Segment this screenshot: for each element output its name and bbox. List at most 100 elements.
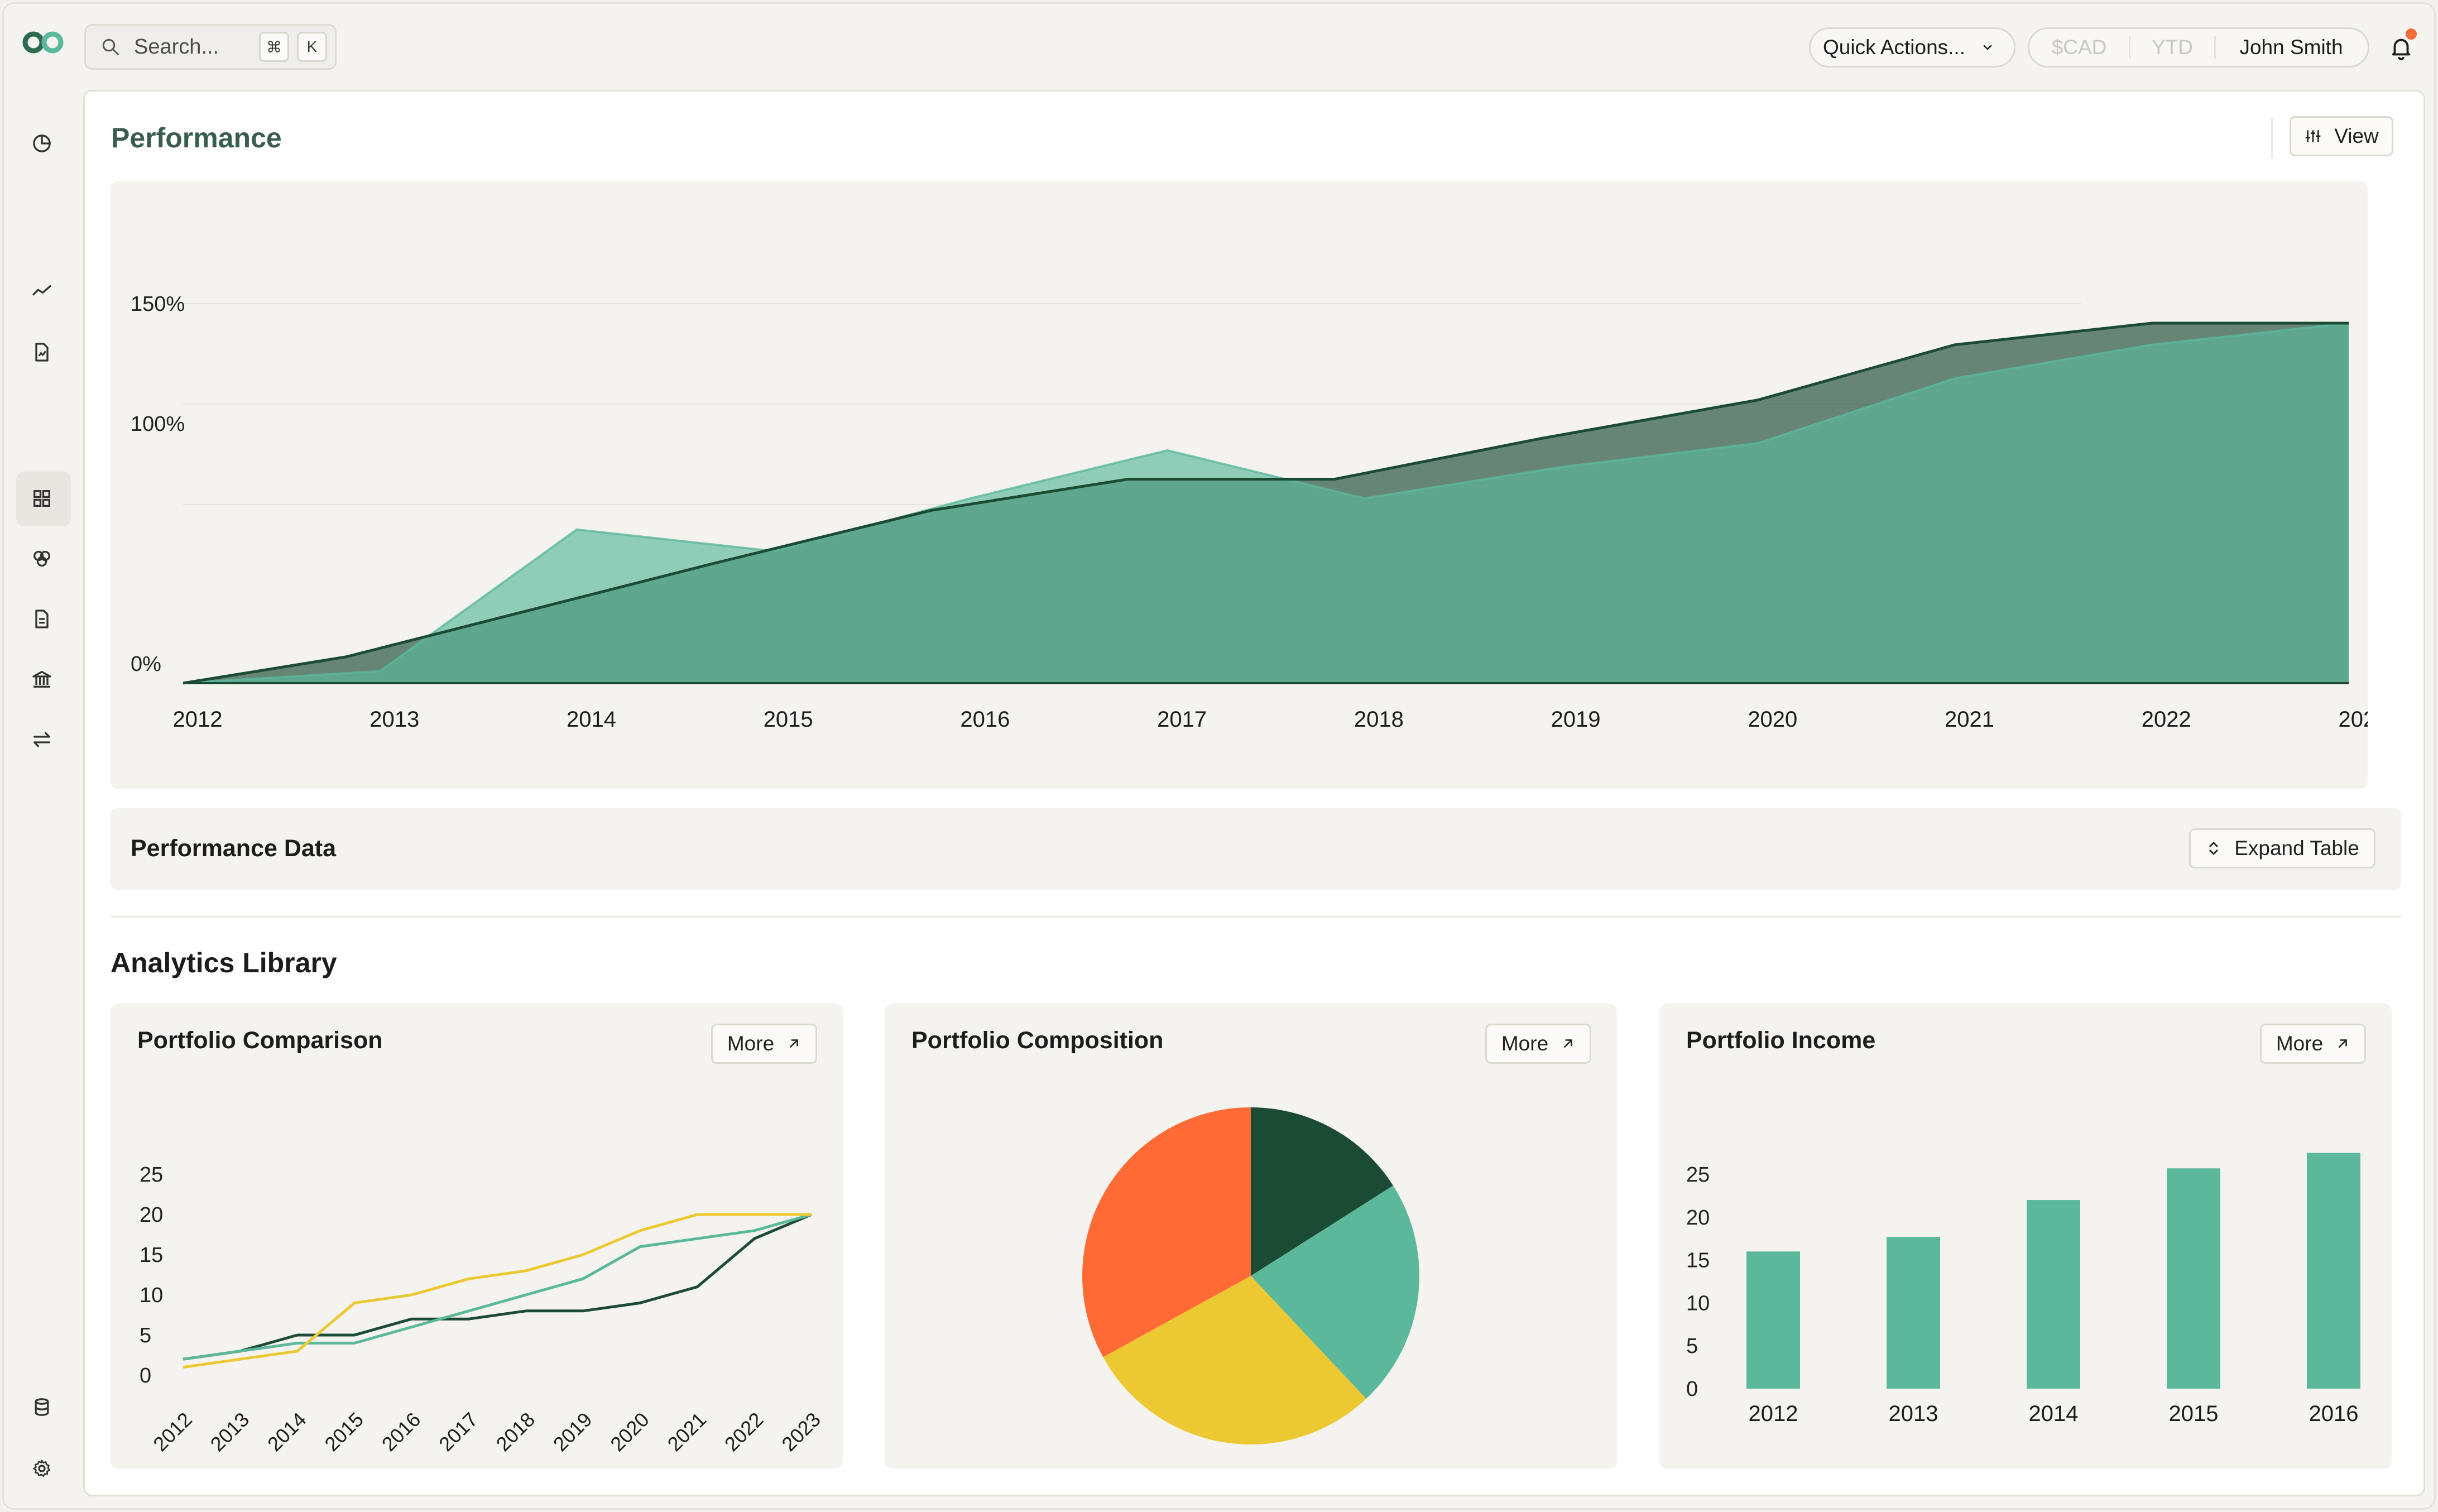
series-line <box>183 322 2349 684</box>
portfolio-composition-card: Portfolio Composition More <box>885 1004 1617 1469</box>
portfolio-composition-chart <box>1082 1107 1419 1444</box>
currency-selector[interactable]: $CAD <box>2051 36 2107 59</box>
expand-table-label: Expand Table <box>2234 837 2359 860</box>
search-placeholder: Search... <box>134 35 219 59</box>
portfolio-income-card: Portfolio Income More 0 5 10 15 20 25 2012 2013… <box>1659 1004 2392 1469</box>
y-tick-label: 0% <box>131 652 161 676</box>
search-bar[interactable]: Search... ⌘ K <box>84 24 337 70</box>
portfolio-income-title: Portfolio Income <box>1686 1027 1876 1054</box>
bar <box>1887 1237 1940 1389</box>
grid-icon <box>33 490 50 507</box>
x-tick-label: 2015 <box>764 707 813 732</box>
sidebar-item-reports[interactable] <box>28 339 55 366</box>
y-tick-label: 5 <box>1686 1335 1698 1358</box>
trend-line-icon <box>32 285 51 296</box>
performance-chart-card: 0% 100% 150% 2012 2013 2014 2015 2016 2017 2018 20… <box>111 181 2388 789</box>
x-tick-label: 2018 <box>1354 707 1404 732</box>
sidebar-item-data[interactable] <box>28 1394 55 1420</box>
period-selector[interactable]: YTD <box>2152 36 2193 59</box>
analytics-library-title: Analytics Library <box>111 947 337 978</box>
x-tick-label: 2023 <box>2339 707 2368 732</box>
bar <box>1746 1251 1800 1389</box>
portfolio-composition-title: Portfolio Composition <box>911 1027 1164 1054</box>
sidebar-item-overview[interactable] <box>28 130 55 157</box>
quick-actions-label: Quick Actions... <box>1823 36 1965 59</box>
divider <box>2129 36 2130 59</box>
divider <box>2214 36 2216 59</box>
context-selector: $CAD YTD John Smith <box>2028 27 2369 68</box>
y-tick-label: 25 <box>1686 1163 1710 1187</box>
x-tick-label: 2021 <box>663 1408 711 1456</box>
more-label: More <box>1501 1032 1549 1055</box>
more-label: More <box>727 1032 775 1055</box>
x-tick-label: 2017 <box>1157 707 1207 732</box>
sidebar-item-transfers[interactable] <box>28 726 55 753</box>
circles-icon <box>33 550 51 567</box>
x-tick-label: 2014 <box>567 707 616 732</box>
x-tick-label: 2022 <box>720 1408 768 1456</box>
series-line <box>183 321 2349 685</box>
y-tick-label: 15 <box>1686 1249 1710 1273</box>
more-button[interactable]: More <box>1485 1024 1591 1064</box>
more-label: More <box>2276 1032 2324 1055</box>
x-tick-label: 2013 <box>206 1408 254 1456</box>
bar <box>2167 1168 2220 1389</box>
x-tick-label: 2013 <box>1889 1401 1938 1426</box>
arrow-up-right-icon <box>789 1039 798 1048</box>
sidebar-item-documents[interactable] <box>28 606 55 632</box>
sidebar-item-settings[interactable] <box>28 1455 55 1482</box>
pie-slice <box>1251 1185 1419 1399</box>
shortcut-key-k: K <box>297 32 327 62</box>
more-button[interactable]: More <box>2260 1024 2366 1064</box>
x-tick-label: 2020 <box>1748 707 1797 732</box>
view-label: View <box>2334 124 2379 147</box>
notification-badge <box>2406 28 2417 40</box>
database-icon <box>35 1398 49 1416</box>
document-icon <box>35 609 49 628</box>
quick-actions-dropdown[interactable]: Quick Actions... <box>1809 27 2015 68</box>
logo-icon[interactable] <box>21 28 65 56</box>
x-tick-label: 2015 <box>320 1408 368 1456</box>
pie-slice <box>1082 1107 1251 1357</box>
y-tick-label: 5 <box>140 1324 151 1347</box>
series-line <box>183 1213 812 1361</box>
main-panel: Performance View 0% 100% 150% 2012 2013 2014 2… <box>83 90 2425 1496</box>
arrow-up-right-icon <box>2338 1039 2347 1048</box>
sidebar-item-allocation[interactable] <box>28 545 55 572</box>
x-tick-label: 2022 <box>2142 707 2191 732</box>
user-menu[interactable]: John Smith <box>2239 36 2343 59</box>
y-tick-label: 10 <box>1686 1292 1710 1315</box>
x-tick-label: 2016 <box>2309 1401 2359 1426</box>
shortcut-key-cmd: ⌘ <box>259 32 289 62</box>
sidebar-item-accounts[interactable] <box>28 666 55 693</box>
view-button[interactable]: View <box>2290 116 2393 156</box>
performance-data-section: Performance Data Expand Table <box>111 808 2401 890</box>
bar <box>2307 1153 2360 1389</box>
sidebar-item-performance[interactable] <box>28 277 55 304</box>
expand-table-button[interactable]: Expand Table <box>2189 828 2375 868</box>
y-tick-label: 100% <box>131 412 185 436</box>
bank-icon <box>32 671 51 688</box>
section-divider <box>111 916 2401 918</box>
arrow-up-right-icon <box>1563 1039 1572 1048</box>
bar <box>2027 1200 2080 1389</box>
x-tick-label: 2023 <box>777 1408 825 1456</box>
series-area <box>183 323 2349 683</box>
transfer-icon <box>33 732 51 747</box>
bell-icon[interactable] <box>2388 34 2414 61</box>
performance-chart: 0% 100% 150% 2012 2013 2014 2015 2016 2017 2018 20… <box>131 292 2388 732</box>
sidebar-item-dashboard[interactable] <box>28 485 55 512</box>
x-tick-label: 2016 <box>377 1408 425 1456</box>
y-tick-label: 25 <box>140 1163 163 1187</box>
pie-chart-icon <box>33 135 51 152</box>
x-tick-label: 2013 <box>369 707 419 732</box>
x-tick-label: 2012 <box>173 707 223 732</box>
more-button[interactable]: More <box>711 1024 817 1064</box>
divider <box>2271 118 2273 159</box>
expand-icon <box>2209 842 2218 855</box>
x-tick-label: 2020 <box>606 1408 654 1456</box>
search-icon <box>102 39 119 55</box>
page-title: Performance <box>111 122 282 153</box>
gear-icon <box>33 1460 50 1477</box>
